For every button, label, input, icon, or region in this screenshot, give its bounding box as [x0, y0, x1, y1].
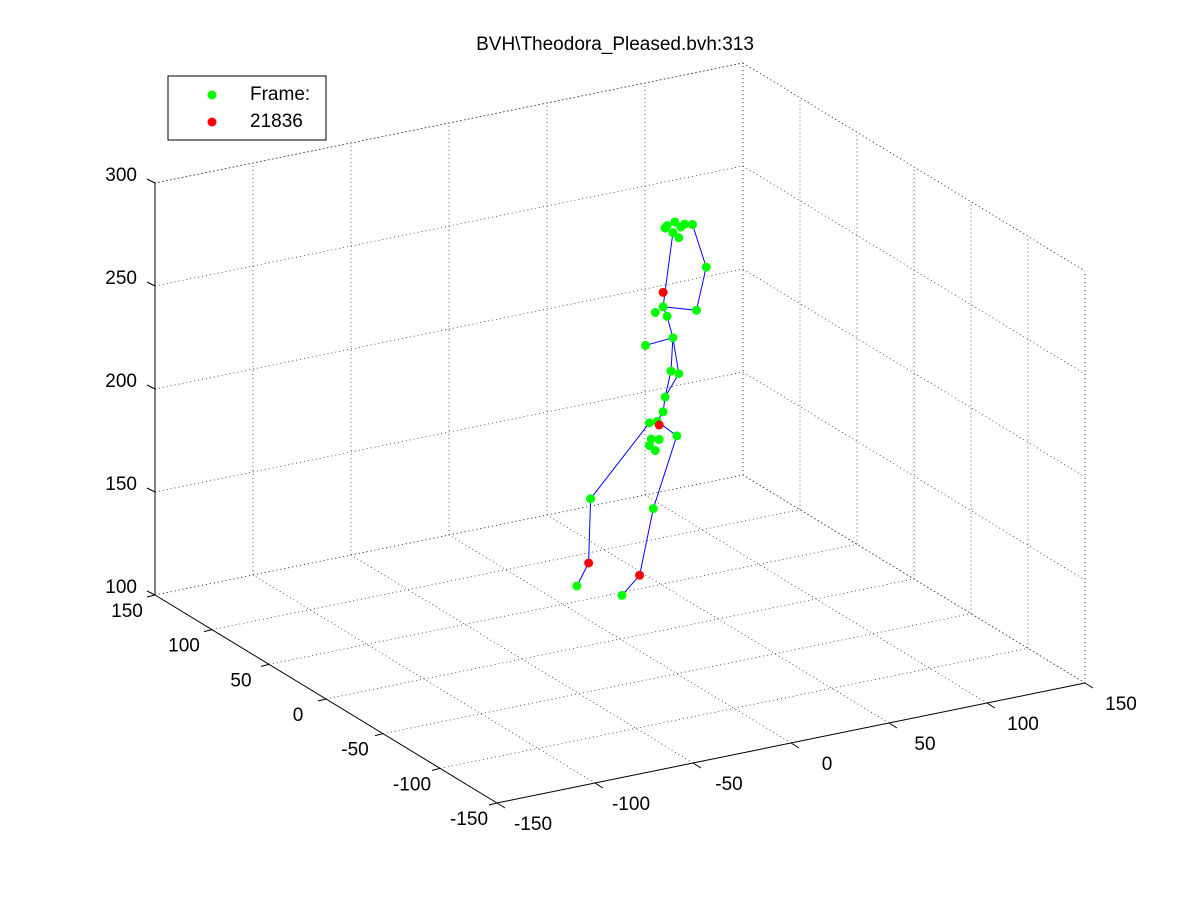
x-tick-label: 50	[914, 734, 935, 755]
grid-line	[268, 543, 858, 665]
x-tick	[790, 742, 800, 749]
x-tick	[496, 802, 506, 809]
joint-marker	[648, 504, 658, 514]
joint-marker	[635, 570, 645, 580]
legend-marker	[207, 90, 217, 100]
y-tick	[488, 802, 498, 806]
grid-line	[325, 578, 915, 700]
y-tick	[431, 767, 441, 771]
joint-marker	[654, 420, 664, 430]
joint-marker	[644, 418, 654, 428]
grid-line	[154, 371, 744, 493]
joint-marker	[660, 223, 670, 233]
z-tick-label: 250	[105, 268, 137, 289]
grid-line	[154, 474, 744, 596]
y-tick-label: -100	[393, 774, 431, 795]
chart-title: BVH\Theodora_Pleased.bvh:313	[476, 34, 754, 55]
joint-marker	[680, 219, 690, 229]
joint-marker	[666, 366, 676, 376]
joint-marker	[670, 217, 680, 227]
joint-marker	[650, 308, 660, 317]
joint-marker	[674, 233, 684, 243]
grid-line	[154, 62, 744, 184]
joint-marker	[572, 581, 582, 591]
z-tick	[146, 487, 156, 493]
legend-box	[167, 75, 327, 141]
x-axis	[496, 682, 1086, 804]
x-tick-label: -150	[514, 814, 552, 835]
x-tick	[1084, 682, 1094, 689]
z-tick	[146, 384, 156, 390]
x-tick-label: 100	[1007, 714, 1039, 735]
joint-marker	[674, 369, 684, 379]
x-tick-label: 0	[822, 754, 833, 775]
joint-marker	[688, 220, 698, 230]
joint-marker	[691, 305, 701, 315]
joint-marker	[668, 333, 678, 343]
joint-marker	[660, 392, 670, 402]
z-tick-label: 100	[105, 577, 137, 598]
grid-line	[742, 165, 1086, 375]
y-tick-label: 0	[293, 705, 304, 726]
legend-label: 21836	[250, 111, 303, 132]
x-tick	[888, 722, 898, 729]
x-tick-label: -50	[715, 774, 742, 795]
grid-line	[742, 268, 1086, 478]
x-tick-label: -100	[612, 794, 650, 815]
x-tick	[986, 702, 996, 709]
grid-line	[154, 268, 744, 390]
joint-marker	[662, 311, 672, 321]
joint-marker	[650, 446, 660, 456]
grid-line	[211, 509, 801, 631]
z-tick-label: 200	[105, 371, 137, 392]
grid-line	[742, 371, 1086, 581]
z-tick	[146, 178, 156, 184]
y-tick-label: 150	[111, 601, 143, 622]
joint-marker	[672, 431, 682, 441]
x-tick	[692, 762, 702, 769]
y-tick-label: 50	[230, 670, 251, 691]
y-axis	[154, 594, 498, 804]
y-tick	[203, 629, 213, 633]
y-tick-label: -150	[450, 809, 488, 830]
y-tick-label: 100	[168, 636, 200, 657]
z-tick	[146, 281, 156, 287]
joint-marker	[701, 262, 711, 272]
grid-line	[742, 474, 1086, 684]
x-tick	[594, 782, 604, 789]
joint-marker	[658, 287, 668, 297]
z-tick-label: 300	[105, 165, 137, 186]
y-tick	[374, 733, 384, 737]
z-tick	[146, 590, 156, 596]
joint-marker	[644, 441, 654, 451]
joint-marker	[586, 494, 596, 504]
y-tick	[146, 594, 156, 598]
joint-marker	[658, 407, 668, 417]
legend-label: Frame:	[250, 84, 310, 105]
joint-marker	[640, 340, 650, 350]
grid-line	[154, 165, 744, 287]
joint-marker	[584, 558, 594, 568]
x-tick-label: 150	[1105, 694, 1137, 715]
y-tick	[260, 663, 270, 667]
joint-marker	[658, 302, 668, 312]
joint-marker	[617, 590, 627, 600]
joint-marker	[654, 434, 664, 444]
grid-line	[382, 613, 972, 735]
joint-marker	[668, 228, 678, 238]
grid-line	[742, 62, 1086, 272]
y-tick-label: -50	[341, 740, 368, 761]
z-tick-label: 150	[105, 474, 137, 495]
y-tick	[317, 698, 327, 702]
legend-marker	[207, 117, 217, 127]
grid-line	[439, 647, 1029, 769]
